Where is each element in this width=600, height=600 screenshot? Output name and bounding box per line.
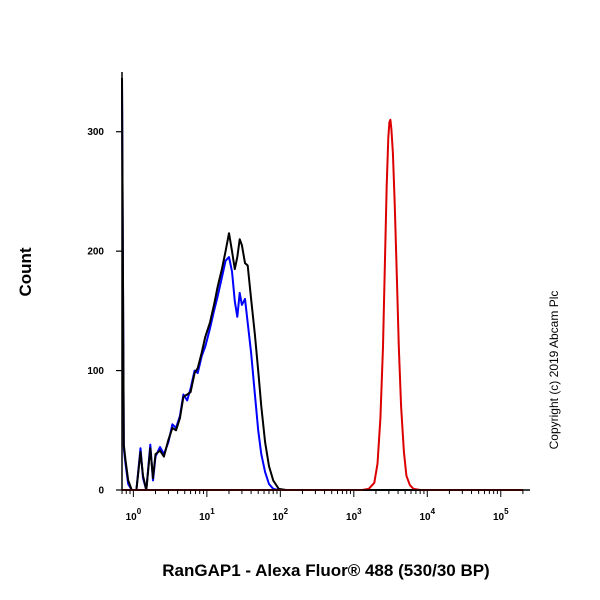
x-axis-title: RanGAP1 - Alexa Fluor® 488 (530/30 BP) bbox=[162, 561, 489, 580]
y-tick-label: 0 bbox=[98, 486, 104, 497]
copyright-notice: Copyright (c) 2019 Abcam Plc bbox=[547, 291, 561, 450]
x-tick-label: 104 bbox=[419, 507, 435, 523]
x-tick-label: 100 bbox=[126, 507, 142, 523]
y-axis-title: Count bbox=[16, 247, 35, 296]
x-tick-label: 102 bbox=[273, 507, 289, 523]
series-layer bbox=[121, 77, 523, 491]
series-line-2 bbox=[121, 77, 523, 491]
y-tick-label: 200 bbox=[87, 247, 104, 258]
x-tick-label: 101 bbox=[199, 507, 215, 523]
y-tick-label: 300 bbox=[87, 127, 104, 138]
x-tick-layer: 100 101 102 103 104 105 bbox=[121, 490, 524, 523]
x-tick-label: 103 bbox=[346, 507, 362, 523]
y-tick-layer: 0 100 200 300 bbox=[87, 127, 122, 497]
series-line-3 bbox=[122, 118, 523, 491]
x-tick-label: 105 bbox=[493, 507, 509, 523]
y-tick-label: 100 bbox=[87, 366, 104, 377]
